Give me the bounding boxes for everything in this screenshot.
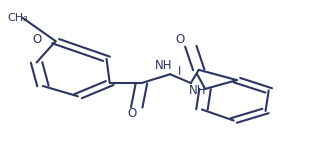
Text: NH: NH <box>155 59 173 72</box>
Text: I: I <box>178 65 181 78</box>
Text: O: O <box>127 107 137 120</box>
Text: O: O <box>32 33 41 46</box>
Text: CH₃: CH₃ <box>7 13 28 23</box>
Text: O: O <box>175 33 184 46</box>
Text: NH: NH <box>188 84 206 97</box>
